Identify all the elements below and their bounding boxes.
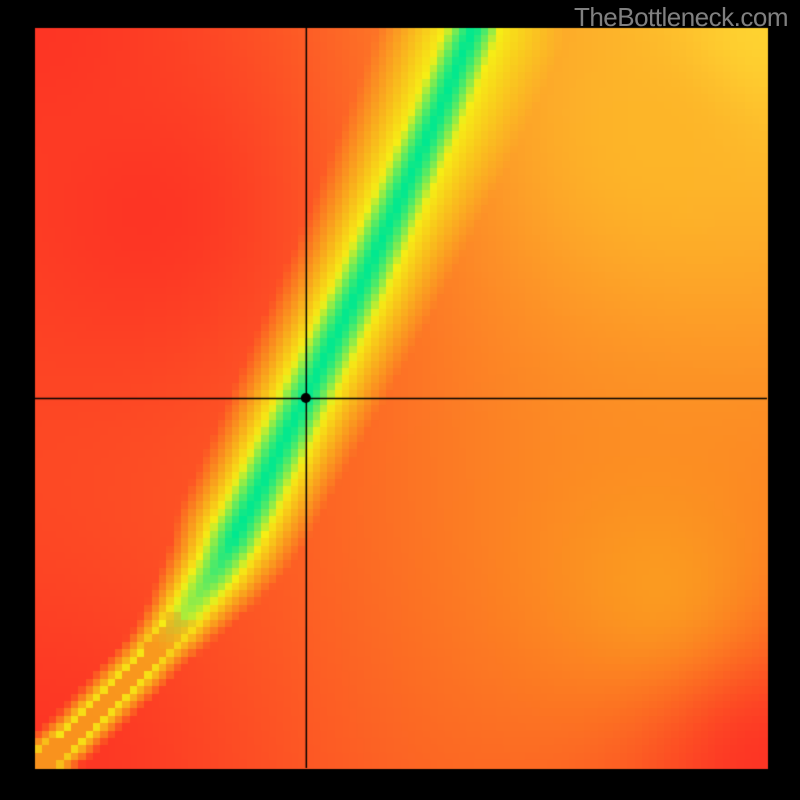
bottleneck-heatmap [0, 0, 800, 800]
watermark-text: TheBottleneck.com [574, 2, 788, 33]
